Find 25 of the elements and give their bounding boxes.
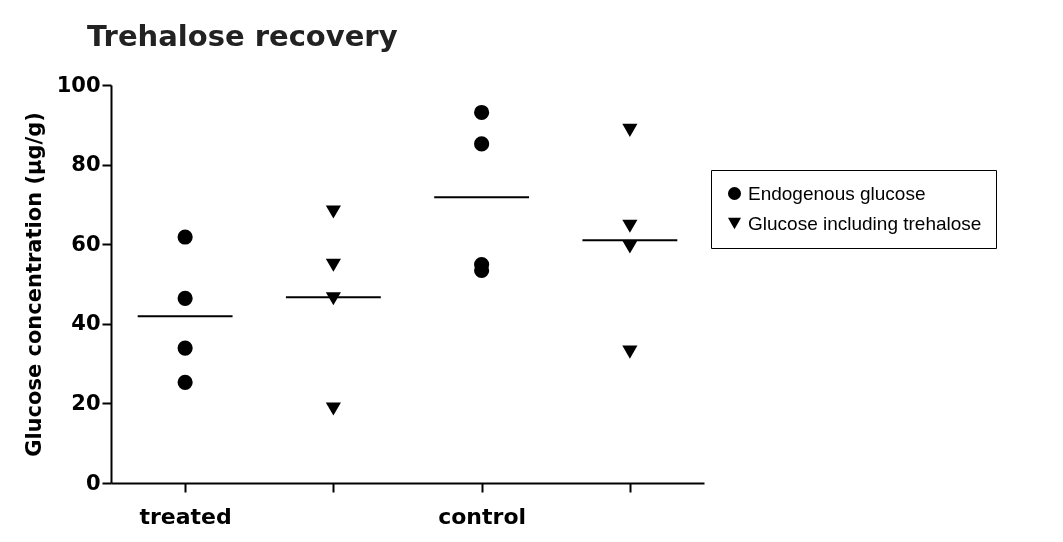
point <box>622 123 638 137</box>
point <box>325 205 341 219</box>
x-tick-label: control <box>438 503 527 529</box>
point <box>622 345 638 359</box>
y-tick-label: 0 <box>85 470 101 495</box>
chart-title: Trehalose recovery <box>87 19 398 53</box>
point <box>325 258 341 272</box>
point <box>622 219 638 233</box>
x-tick-label: treated <box>139 503 232 529</box>
point <box>177 229 193 245</box>
point <box>474 104 490 121</box>
point <box>474 136 490 152</box>
y-tick-label: 20 <box>71 390 101 415</box>
point <box>325 402 341 416</box>
y-tick-label: 40 <box>71 311 101 336</box>
point <box>177 374 193 390</box>
y-tick-label: 100 <box>56 72 101 97</box>
point <box>177 290 193 306</box>
legend-label: Endogenous glucose <box>748 182 926 204</box>
y-axis-title: Glucose concentration (µg/g) <box>21 112 46 457</box>
point <box>177 340 193 356</box>
y-tick-label: 80 <box>71 152 101 177</box>
y-tick-label: 60 <box>71 231 101 256</box>
point <box>622 240 638 254</box>
legend-label: Glucose including trehalose <box>748 212 982 234</box>
